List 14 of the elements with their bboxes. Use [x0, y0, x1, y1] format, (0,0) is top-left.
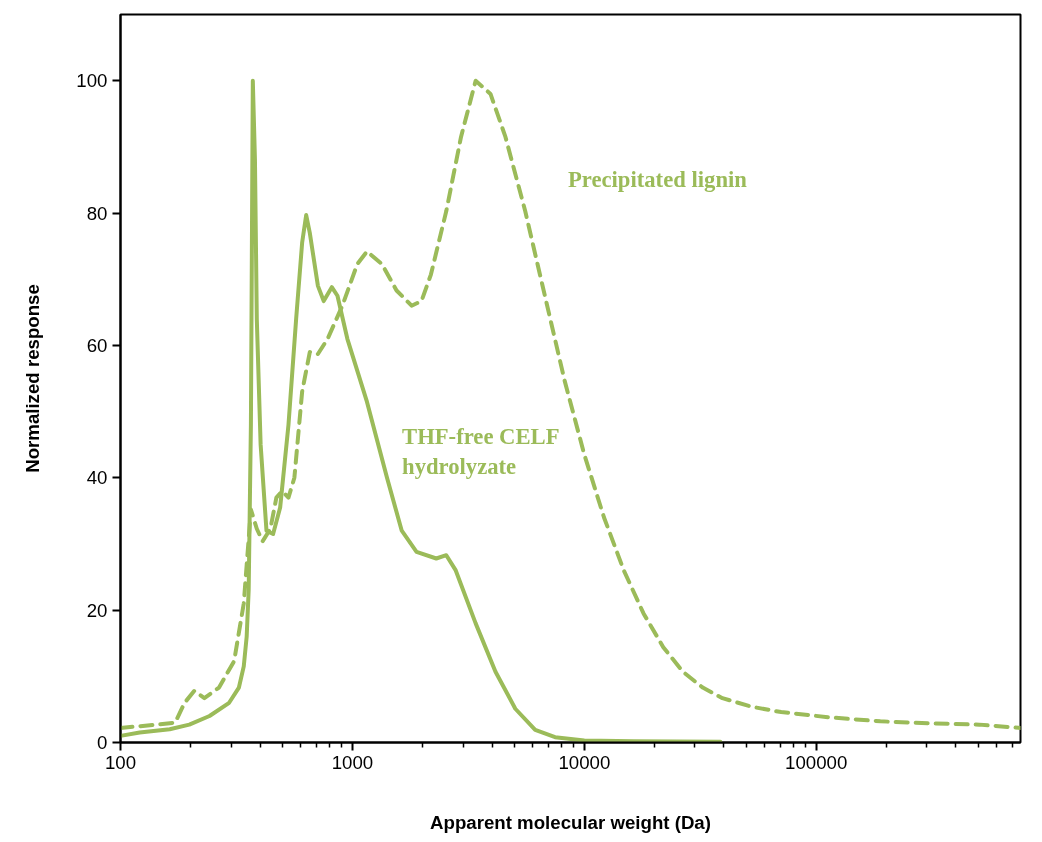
- y-tick-label: 60: [86, 334, 108, 356]
- x-tick-label: 10000: [558, 751, 611, 773]
- y-axis-title: Normalized response: [22, 284, 44, 473]
- x-tick-label: 1000: [331, 751, 374, 773]
- x-tick-label: 100000: [785, 751, 848, 773]
- y-tick-label: 0: [97, 732, 108, 753]
- y-tick-label: 20: [86, 599, 108, 621]
- y-tick-label: 40: [86, 467, 108, 489]
- x-axis-title: Apparent molecular weight (Da): [430, 811, 711, 833]
- text: Precipitated lignin: [567, 167, 748, 193]
- series-label: THF-free CELF hydrolyzate: [402, 423, 560, 479]
- y-tick-label: 100: [76, 70, 108, 92]
- y-tick-label: 80: [86, 202, 108, 224]
- x-tick-label: 100: [104, 751, 137, 773]
